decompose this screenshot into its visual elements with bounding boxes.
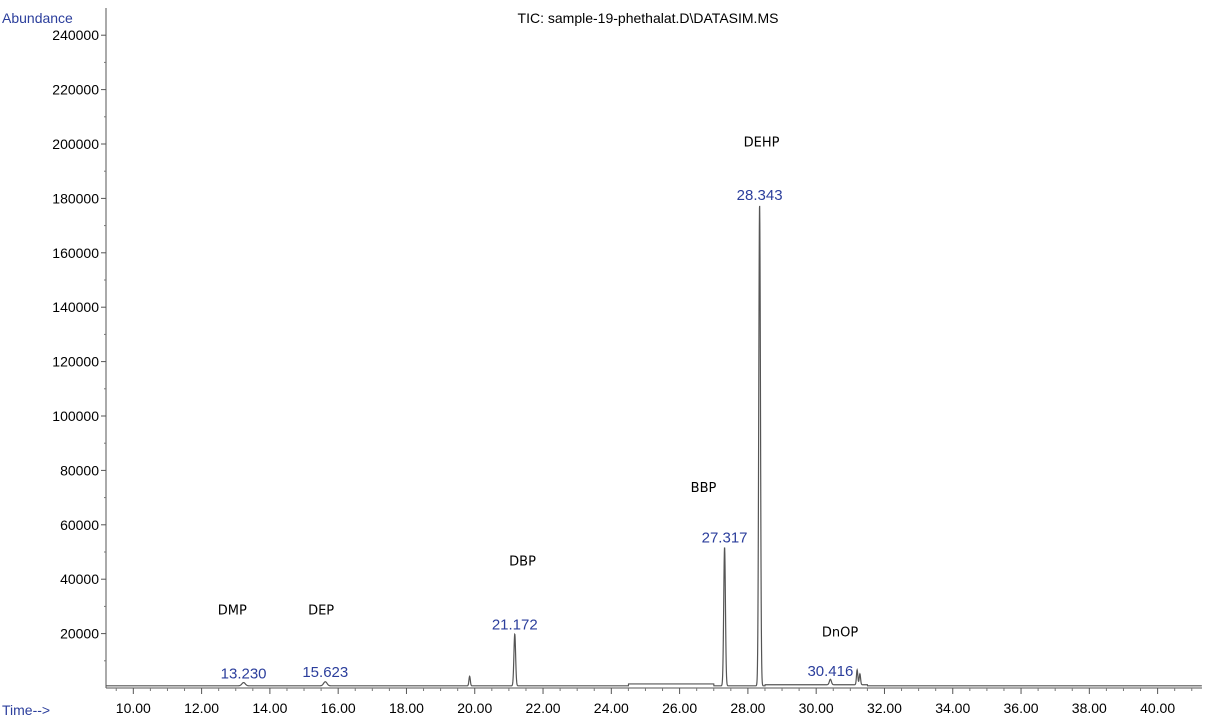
- y-tick-label: 140000: [52, 299, 99, 315]
- x-tick-label: 20.00: [457, 700, 492, 716]
- compound-label: BBP: [691, 481, 717, 496]
- x-tick-label: 10.00: [116, 700, 151, 716]
- y-tick-label: 80000: [60, 462, 99, 478]
- y-tick-label: 200000: [52, 136, 99, 152]
- peak-rt-label: 15.623: [302, 664, 348, 681]
- compound-label: DnOP: [822, 625, 858, 640]
- x-tick-label: 16.00: [321, 700, 356, 716]
- x-tick-label: 22.00: [526, 700, 561, 716]
- y-tick-label: 240000: [52, 27, 99, 43]
- x-tick-label: 26.00: [662, 700, 697, 716]
- labels: 13.230 15.623 21.172 27.317 28.343 30.416 DMP D…: [218, 136, 859, 683]
- y-tick-label: 220000: [52, 82, 99, 98]
- x-tick-label: 36.00: [1004, 700, 1039, 716]
- y-tick-label: 120000: [52, 354, 99, 370]
- y-tick-label: 100000: [52, 408, 99, 424]
- peak-rt-label: 13.230: [221, 665, 267, 682]
- y-tick-label: 160000: [52, 245, 99, 261]
- x-axis-label: Time-->: [2, 702, 50, 718]
- x-tick-label: 18.00: [389, 700, 424, 716]
- compound-label: DBP: [509, 555, 536, 570]
- tic-trace: [106, 205, 1202, 687]
- trace-layer: [106, 205, 1202, 687]
- peak-rt-label: 27.317: [702, 529, 748, 546]
- y-tick-label: 60000: [60, 517, 99, 533]
- x-tick-label: 38.00: [1072, 700, 1107, 716]
- y-tick-label: 20000: [60, 626, 99, 642]
- compound-label: DEHP: [744, 136, 780, 151]
- x-tick-label: 14.00: [252, 700, 287, 716]
- chart-title: TIC: sample-19-phethalat.D\DATASIM.MS: [518, 10, 779, 26]
- compound-label: DEP: [308, 604, 334, 619]
- y-axis-label: Abundance: [2, 10, 73, 26]
- peak-rt-label: 28.343: [737, 187, 783, 204]
- y-tick-label: 180000: [52, 190, 99, 206]
- peak-rt-label: 30.416: [807, 663, 853, 680]
- x-tick-label: 40.00: [1140, 700, 1175, 716]
- y-tick-label: 40000: [60, 571, 99, 587]
- axes: [105, 8, 1202, 689]
- x-tick-label: 30.00: [799, 700, 834, 716]
- x-tick-label: 32.00: [867, 700, 902, 716]
- x-tick-label: 34.00: [935, 700, 970, 716]
- ticks: 20000 40000 60000 80000 100000 120000 140000 16…: [52, 27, 1193, 716]
- peak-rt-label: 21.172: [492, 617, 538, 634]
- x-tick-label: 24.00: [594, 700, 629, 716]
- x-tick-label: 12.00: [184, 700, 219, 716]
- compound-label: DMP: [218, 604, 247, 619]
- x-tick-label: 28.00: [730, 700, 765, 716]
